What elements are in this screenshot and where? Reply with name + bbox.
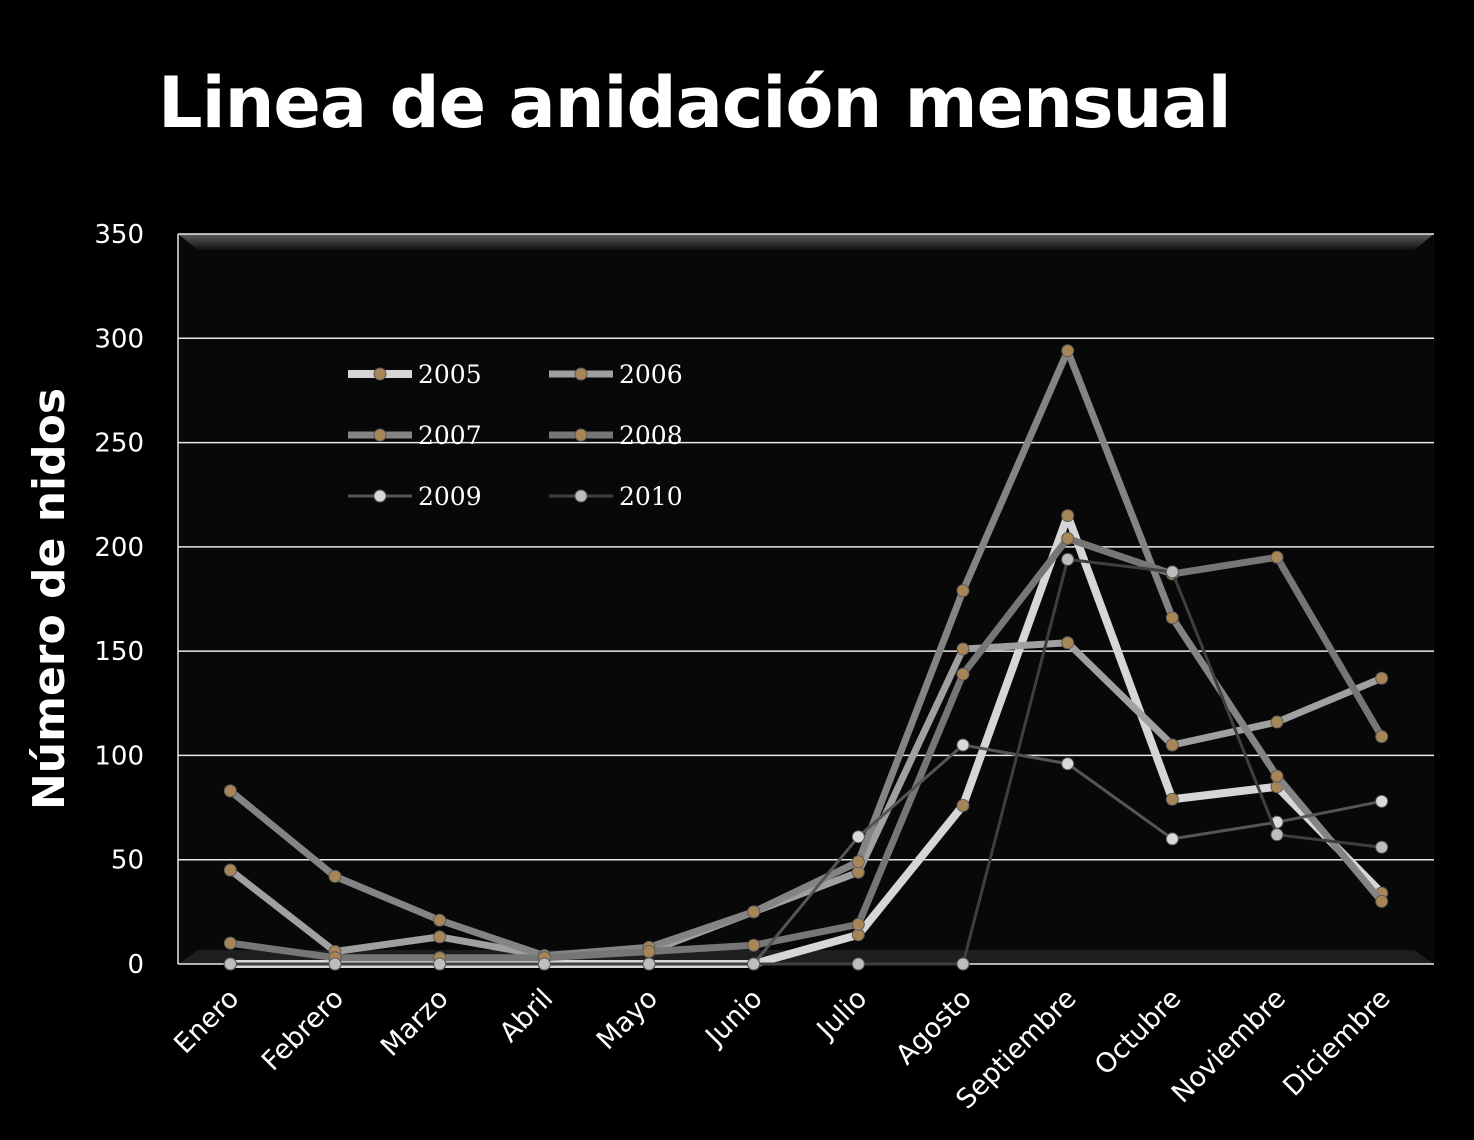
data-point <box>1165 738 1179 752</box>
data-point <box>223 784 237 798</box>
data-point <box>1061 532 1075 546</box>
y-tick-label: 50 <box>111 846 144 876</box>
data-point <box>1375 794 1389 808</box>
data-point <box>223 863 237 877</box>
plot-top-bevel <box>178 234 1434 250</box>
series-2007 <box>223 344 1389 963</box>
y-tick-label: 300 <box>94 324 144 354</box>
data-point <box>1375 671 1389 685</box>
data-point <box>1061 509 1075 523</box>
data-point <box>956 667 970 681</box>
legend-marker <box>373 428 387 442</box>
legend-label: 2005 <box>418 360 482 389</box>
data-point <box>1375 730 1389 744</box>
legend-marker <box>373 367 387 381</box>
data-point <box>537 957 551 971</box>
data-point <box>223 936 237 950</box>
legend-label: 2010 <box>619 482 683 511</box>
data-point <box>851 917 865 931</box>
x-tick-label: Abril <box>494 983 560 1049</box>
plot-area <box>178 234 1434 964</box>
data-point <box>1061 636 1075 650</box>
chart-title: Linea de anidación mensual <box>158 62 1232 144</box>
data-point <box>851 855 865 869</box>
data-point <box>328 957 342 971</box>
data-point <box>433 957 447 971</box>
y-tick-label: 0 <box>127 950 144 980</box>
data-point <box>433 913 447 927</box>
x-tick-label: Junio <box>698 983 768 1053</box>
y-tick-label: 100 <box>94 741 144 771</box>
data-point <box>1165 611 1179 625</box>
x-tick-label: Julio <box>810 983 873 1046</box>
y-tick-label: 250 <box>94 429 144 459</box>
legend-marker <box>574 367 588 381</box>
y-axis-label: Número de nidos <box>24 388 75 810</box>
data-point <box>642 944 656 958</box>
data-point <box>1270 769 1284 783</box>
data-point <box>1165 832 1179 846</box>
data-point <box>956 738 970 752</box>
legend-marker <box>574 428 588 442</box>
legend-label: 2008 <box>619 421 683 450</box>
series-line <box>230 557 1382 966</box>
x-tick-label: Mayo <box>591 983 664 1056</box>
series-line <box>229 535 1385 962</box>
data-point <box>1165 792 1179 806</box>
data-point <box>1165 565 1179 579</box>
data-point <box>851 957 865 971</box>
data-point <box>747 957 761 971</box>
data-point <box>223 957 237 971</box>
series-line <box>228 639 1384 960</box>
data-point <box>956 642 970 656</box>
legend-label: 2009 <box>418 482 482 511</box>
y-tick-label: 150 <box>94 637 144 667</box>
y-tick-label: 200 <box>94 533 144 563</box>
data-point <box>1270 828 1284 842</box>
legend-label: 2007 <box>418 421 482 450</box>
legend-label: 2006 <box>619 360 683 389</box>
legend: 2005 2006 2007 2008 2009 2010 <box>348 360 683 511</box>
data-point <box>956 798 970 812</box>
data-point <box>1375 894 1389 908</box>
series-2010 <box>223 552 1389 971</box>
y-tick-label: 350 <box>94 220 144 250</box>
x-tick-label: Diciembre <box>1277 983 1396 1102</box>
x-tick-label: Febrero <box>256 983 350 1077</box>
data-point <box>747 905 761 919</box>
data-point <box>747 938 761 952</box>
data-point <box>642 957 656 971</box>
series-line <box>228 347 1385 960</box>
data-point <box>1270 715 1284 729</box>
data-point <box>956 957 970 971</box>
x-tick-label: Noviembre <box>1166 983 1292 1109</box>
data-point <box>328 869 342 883</box>
data-point <box>433 930 447 944</box>
data-point <box>1375 840 1389 854</box>
legend-marker <box>373 489 387 503</box>
x-tick-label: Marzo <box>375 983 455 1063</box>
x-tick-label: Octubre <box>1089 983 1187 1081</box>
data-point <box>1061 757 1075 771</box>
x-tick-label: Agosto <box>890 983 978 1071</box>
data-point <box>851 830 865 844</box>
data-point <box>1061 344 1075 358</box>
legend-marker <box>574 489 588 503</box>
data-point <box>956 584 970 598</box>
data-point <box>1061 552 1075 566</box>
x-tick-label: Enero <box>168 983 245 1060</box>
data-point <box>1270 550 1284 564</box>
